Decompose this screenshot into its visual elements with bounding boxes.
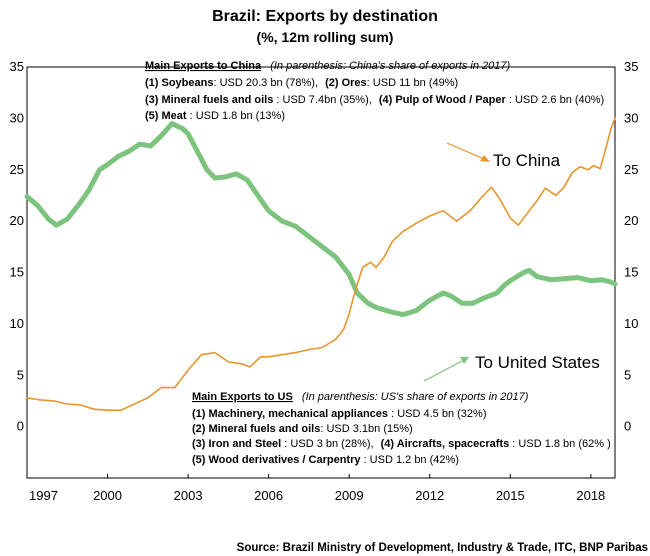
- china-exports-box: Main Exports to China (In parenthesis: C…: [145, 60, 604, 122]
- china-arrow-head: [480, 155, 490, 162]
- x-tick-2000: 2000: [93, 488, 122, 503]
- y-tick-left-15: 15: [10, 265, 24, 280]
- y-tick-left-20: 20: [10, 213, 24, 228]
- y-tick-right-0: 0: [624, 419, 631, 434]
- china-arrow: [446, 142, 485, 160]
- svg-text:(5) Meat : USD 1.8 bn (13%): (5) Meat : USD 1.8 bn (13%): [145, 110, 285, 122]
- china-item-3-value: : USD 7.4bn (35%),: [273, 94, 371, 106]
- us-series-line: [24, 121, 618, 318]
- y-tick-right-10: 10: [624, 316, 638, 331]
- y-tick-right-15: 15: [624, 265, 638, 280]
- us-item-1-value: : USD 4.5 bn (32%): [388, 408, 486, 420]
- y-tick-left-0: 0: [17, 419, 24, 434]
- us-item-1-key: (1) Machinery, mechanical appliances: [192, 408, 388, 420]
- us-item-4-key: (4) Aircrafts, spacecrafts: [381, 438, 510, 450]
- x-tick-1997: 1997: [29, 488, 58, 503]
- y-tick-left-10: 10: [10, 316, 24, 331]
- china-item-5-key: (5) Meat: [145, 110, 187, 122]
- us-box-note: (In parenthesis: US's share of exports i…: [302, 391, 529, 403]
- china-item-1-key: (1) Soybeans: [145, 77, 213, 89]
- chart-title: Brazil: Exports by destination: [212, 8, 438, 25]
- china-item-5-value: : USD 1.8 bn (13%): [187, 110, 285, 122]
- svg-text:(3) Iron and Steel : USD 3 bn: (3) Iron and Steel : USD 3 bn (28%), (4)…: [192, 438, 611, 450]
- china-item-1-value: : USD 20.3 bn (78%),: [213, 77, 318, 89]
- svg-text:(1) Soybeans: USD 20.3 bn (78: (1) Soybeans: USD 20.3 bn (78%), (2) Ore…: [145, 77, 458, 89]
- china-item-2-key: (2) Ores: [325, 77, 367, 89]
- us-arrow: [423, 360, 463, 382]
- y-tick-left-25: 25: [10, 162, 24, 177]
- x-tick-2009: 2009: [335, 488, 364, 503]
- china-item-4-key: (4) Pulp of Wood / Paper: [379, 94, 507, 106]
- y-tick-right-20: 20: [624, 213, 638, 228]
- svg-text:(1) Machinery, mechanical appl: (1) Machinery, mechanical appliances : U…: [192, 408, 486, 420]
- us-item-2-value: : USD 3.1bn (15%): [320, 423, 412, 435]
- y-tick-left-35: 35: [10, 59, 24, 74]
- x-tick-2012: 2012: [415, 488, 444, 503]
- china-item-2-value: : USD 11 bn (49%): [367, 77, 459, 89]
- us-series-label: To United States: [475, 353, 600, 372]
- x-tick-2015: 2015: [496, 488, 525, 503]
- us-item-5-value: : USD 1.2 bn (42%): [361, 454, 459, 466]
- us-item-3-key: (3) Iron and Steel: [192, 438, 281, 450]
- svg-text:(2) Mineral fuels and oils: US: (2) Mineral fuels and oils: USD 3.1bn (1…: [192, 423, 413, 435]
- source-note: Source: Brazil Ministry of Development, …: [237, 542, 648, 554]
- x-tick-2003: 2003: [174, 488, 203, 503]
- y-tick-right-30: 30: [624, 110, 638, 125]
- china-item-4-value: : USD 2.6 bn (40%): [506, 94, 604, 106]
- plot-area: [26, 66, 616, 479]
- us-exports-box: Main Exports to US (In parenthesis: US's…: [192, 391, 611, 466]
- y-tick-right-25: 25: [624, 162, 638, 177]
- chart-subtitle: (%, 12m rolling sum): [257, 29, 394, 45]
- x-tick-2018: 2018: [576, 488, 605, 503]
- us-item-5-key: (5) Wood derivatives / Carpentry: [192, 454, 361, 466]
- china-item-3-key: (3) Mineral fuels and oils: [145, 94, 273, 106]
- us-arrow-head: [460, 357, 469, 364]
- china-series-line: [26, 117, 616, 411]
- us-item-2-key: (2) Mineral fuels and oils: [192, 423, 320, 435]
- us-item-3-value: : USD 3 bn (28%),: [281, 438, 373, 450]
- us-item-4-value: : USD 1.8 bn (62% ): [509, 438, 611, 450]
- svg-text:(5) Wood derivatives / Carpent: (5) Wood derivatives / Carpentry : USD 1…: [192, 454, 459, 466]
- x-tick-2006: 2006: [254, 488, 283, 503]
- svg-text:(3) Mineral fuels and oils : U: (3) Mineral fuels and oils : USD 7.4bn (…: [145, 94, 604, 106]
- svg-text:Main Exports to US (In p: Main Exports to US (In parenthesis: US's…: [192, 391, 529, 403]
- us-box-heading: Main Exports to US: [192, 391, 293, 403]
- y-tick-left-5: 5: [17, 367, 24, 382]
- svg-text:Main Exports to China (I: Main Exports to China (In parenthesis: C…: [145, 60, 510, 72]
- china-box-heading: Main Exports to China: [145, 60, 262, 72]
- y-tick-left-30: 30: [10, 110, 24, 125]
- y-tick-right-35: 35: [624, 59, 638, 74]
- y-tick-right-5: 5: [624, 367, 631, 382]
- china-series-label: To China: [493, 151, 561, 170]
- china-box-note: (In parenthesis: China's share of export…: [270, 60, 510, 72]
